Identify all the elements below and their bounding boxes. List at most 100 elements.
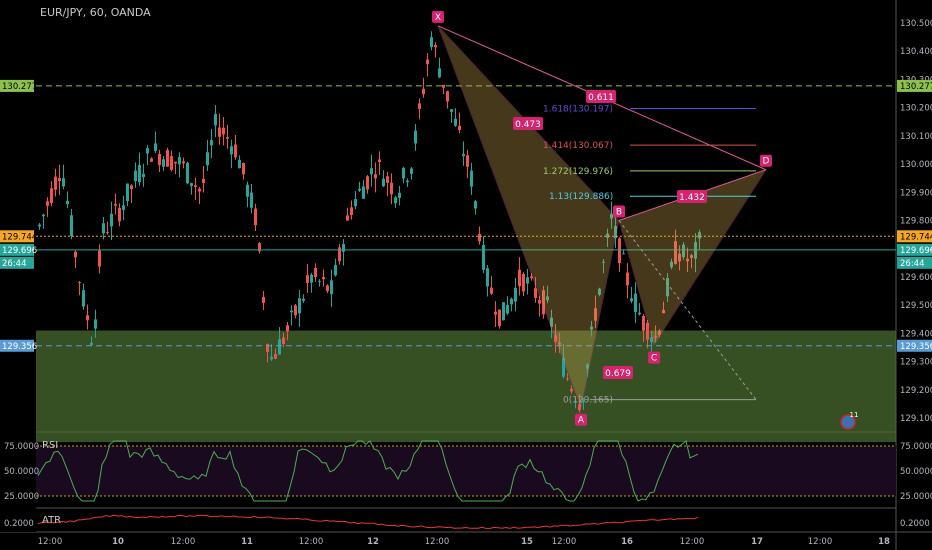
candle-body <box>618 238 621 264</box>
candle-body <box>278 339 281 355</box>
candle-body <box>418 103 421 109</box>
candle-body <box>282 337 285 344</box>
rsi-label: RSI <box>42 440 59 451</box>
time-tick: 12:00 <box>680 537 705 547</box>
ratio-badge <box>513 117 543 130</box>
candle-body <box>150 158 153 162</box>
candle-body <box>54 176 57 190</box>
time-tick: 10 <box>112 537 124 547</box>
candle-body <box>446 91 449 102</box>
candle-body <box>266 344 269 352</box>
candle-body <box>262 296 265 303</box>
point-badge <box>648 351 660 364</box>
candle-body <box>390 182 393 195</box>
candle-body <box>590 326 593 330</box>
price-tick: 129.800 <box>900 217 932 227</box>
candle-body <box>86 315 89 321</box>
candle-body <box>482 245 485 270</box>
candle-body <box>606 233 609 238</box>
price-tick: 129.100 <box>900 414 932 424</box>
ratio-label: 0.473 <box>515 120 541 130</box>
candle-body <box>514 288 517 302</box>
candle-body <box>486 268 489 287</box>
candle-body <box>70 215 73 236</box>
candle-body <box>162 159 165 167</box>
atr-left-tick: 0.2000 <box>4 519 34 529</box>
candle-body <box>90 342 93 345</box>
candle-body <box>498 309 501 327</box>
candle-body <box>662 309 665 314</box>
candle-body <box>146 148 149 154</box>
left-price-tag-label: 129.696 <box>2 246 37 256</box>
candle-body <box>454 118 457 126</box>
candle-body <box>494 311 497 315</box>
time-tick: 12:00 <box>425 537 450 547</box>
candle-body <box>682 244 685 258</box>
candle-body <box>166 150 169 167</box>
left-price-tag-label: 130.277 <box>2 82 37 92</box>
ratio-label: 0.611 <box>588 93 614 103</box>
price-tag <box>897 339 932 352</box>
point-label: C <box>651 354 657 364</box>
candle-body <box>310 274 313 283</box>
candle-body <box>466 155 469 167</box>
candle-body <box>394 197 397 204</box>
candle-body <box>230 146 233 155</box>
candle-body <box>250 192 253 208</box>
candle-body <box>198 188 201 192</box>
candle-body <box>398 192 401 198</box>
point-badge <box>575 413 587 426</box>
candle-body <box>362 186 365 199</box>
candle-body <box>426 59 429 65</box>
candle-body <box>546 296 549 301</box>
candle-body <box>458 125 461 130</box>
candle-body <box>342 244 345 252</box>
candle-body <box>470 170 473 187</box>
price-tick: 129.600 <box>900 273 932 283</box>
candle-body <box>354 199 357 207</box>
candle-body <box>566 378 569 380</box>
candle-body <box>118 207 121 222</box>
price-tag <box>897 256 932 269</box>
candle-body <box>586 364 589 369</box>
candle-body <box>386 176 389 183</box>
candle-body <box>406 180 409 183</box>
candle-body <box>574 401 577 403</box>
candle-body <box>578 404 581 411</box>
candle-body <box>650 337 653 343</box>
candle-body <box>294 305 297 316</box>
left-price-tag <box>0 339 34 352</box>
ratio-label: 1.432 <box>679 193 705 203</box>
candle-body <box>178 157 181 165</box>
left-price-tag-label: 26:44 <box>2 259 27 269</box>
candle-body <box>558 342 561 345</box>
candle-body <box>202 178 205 183</box>
candle-body <box>190 183 193 187</box>
candle-body <box>526 277 529 284</box>
candle-body <box>194 185 197 187</box>
candle-body <box>434 45 437 48</box>
candle-body <box>226 137 229 139</box>
candle-body <box>94 319 97 329</box>
candle-body <box>302 298 305 301</box>
candle-body <box>378 159 381 162</box>
candle-body <box>254 208 257 226</box>
candle-body <box>218 127 221 137</box>
price-tag <box>897 79 932 92</box>
fib-label: 1.618(130.197) <box>543 104 613 114</box>
price-tick: 129.500 <box>900 301 932 311</box>
candle-body <box>686 258 689 262</box>
rsi-left-tick: 50.0000 <box>4 467 39 477</box>
time-tick: 12:00 <box>299 537 324 547</box>
candle-body <box>678 253 681 262</box>
candle-body <box>550 317 553 327</box>
left-price-tag <box>0 256 34 269</box>
candle-body <box>206 152 209 166</box>
price-tag-label: 129.744 <box>900 232 932 242</box>
candle-body <box>382 178 385 187</box>
left-price-tag-label: 129.744 <box>2 232 37 242</box>
candle-body <box>442 84 445 88</box>
candle-body <box>338 247 341 262</box>
price-tick: 130.100 <box>900 132 932 142</box>
